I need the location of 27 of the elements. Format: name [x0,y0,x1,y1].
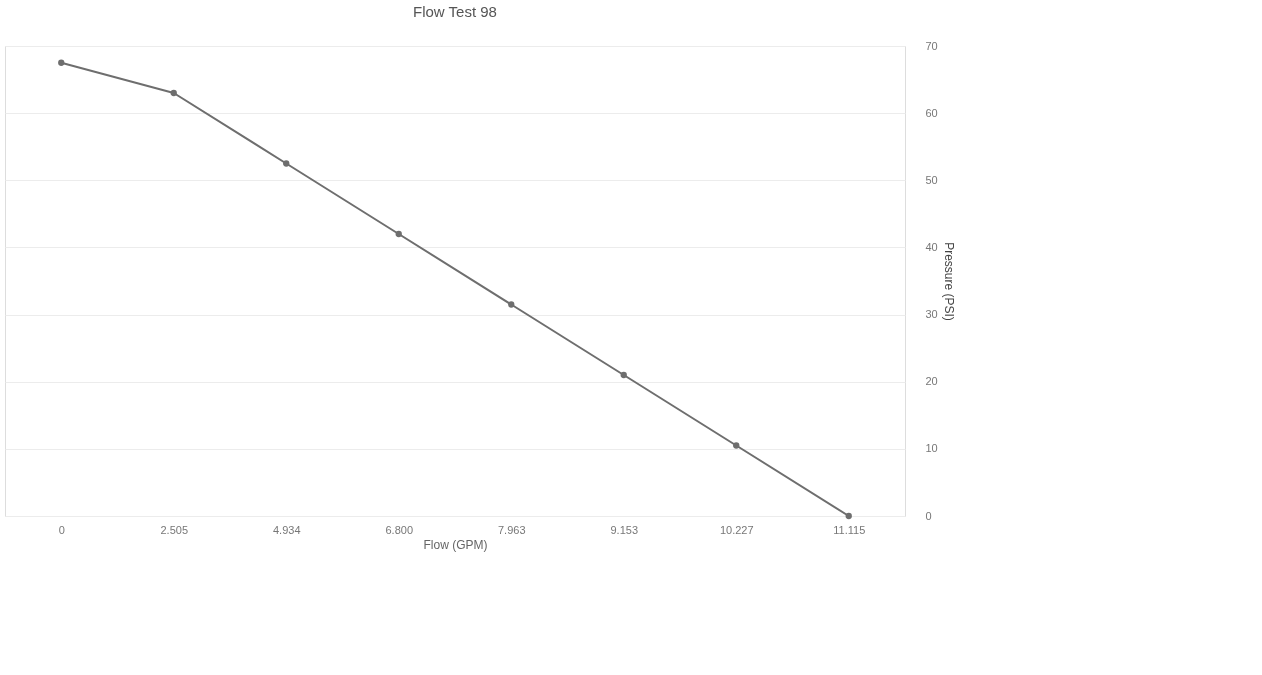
point [395,230,402,238]
y-tick-label: 20 [925,375,938,388]
y-axis-title: Pressure (PSI) [941,242,956,321]
y-tick-label: 60 [925,106,938,119]
x-tick-label: 2.505 [160,523,189,536]
y-tick-label: 10 [925,442,938,455]
point [283,160,290,167]
x-tick-label: 10.227 [719,523,754,536]
chart-title: Flow Test 98 [413,3,497,20]
y-tick-label: 40 [925,240,938,253]
point [733,442,740,449]
x-axis-title: Flow (GPM) [423,537,488,552]
point [508,301,515,308]
y-tick-label: 50 [925,173,938,186]
x-tick-label: 6.800 [385,523,414,536]
point [845,512,852,520]
x-tick-label: 4.934 [272,523,301,536]
y-tick-label: 0 [925,509,932,522]
point [58,59,65,66]
y-tick-label: 30 [925,308,938,321]
x-tick-label: 9.153 [610,523,639,536]
point [620,371,627,379]
x-tick-label: 7.963 [497,523,526,536]
x-tick-label: 0 [58,523,65,536]
y-tick-label: 70 [925,39,938,52]
x-tick-label: 11.115 [833,523,866,536]
point [170,89,177,97]
